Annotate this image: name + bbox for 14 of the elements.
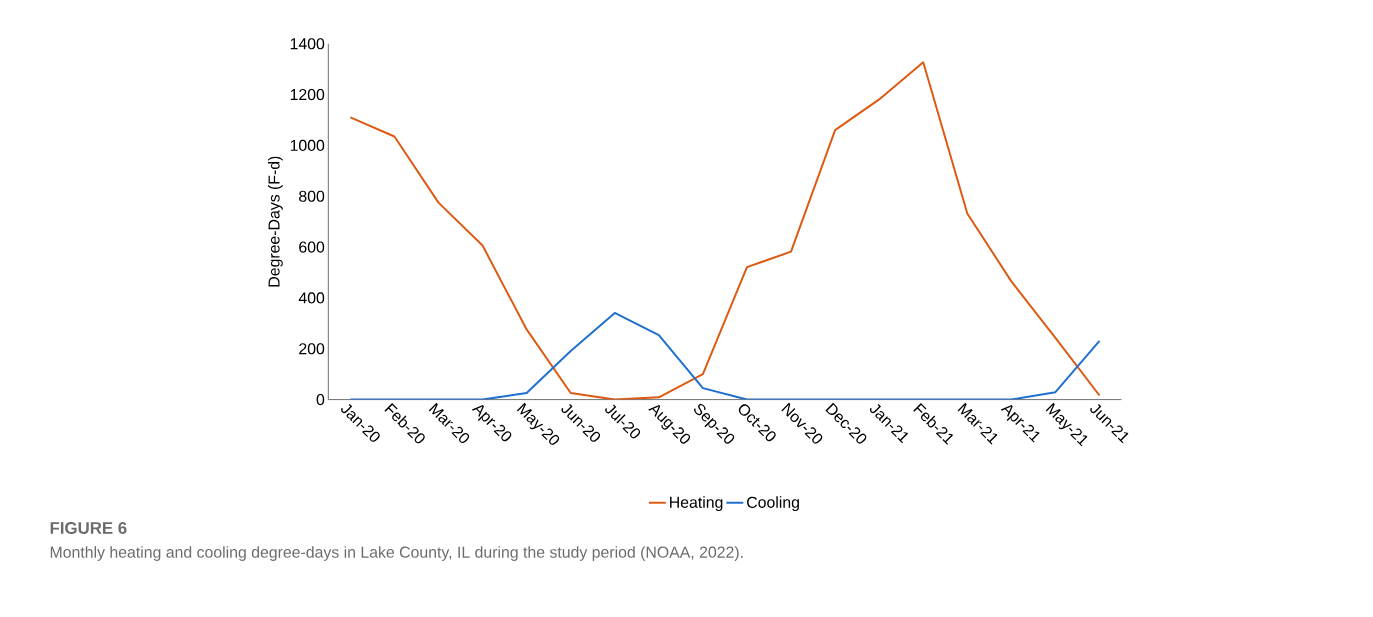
y-tick-label: 0: [316, 393, 325, 406]
y-axis-title: Degree-Days (F-d): [268, 156, 283, 287]
y-tick-label: 1400: [290, 38, 325, 50]
legend-label: Cooling: [747, 496, 799, 511]
line-series: [349, 61, 1101, 400]
y-tick-label: 600: [299, 241, 325, 253]
text: FIGURE 6: [50, 521, 127, 534]
y-tick-label: 1200: [290, 88, 325, 101]
legend-label: Heating: [670, 496, 723, 511]
y-tick-label: 800: [299, 190, 325, 202]
text: Monthly heating and cooling degree-days in Lake County, IL during the study period (NOAA, 2022).: [50, 546, 743, 561]
y-tick-label: 1000: [290, 139, 325, 151]
y-tick-label: 400: [298, 292, 325, 304]
y-tick-label: 200: [299, 343, 325, 355]
